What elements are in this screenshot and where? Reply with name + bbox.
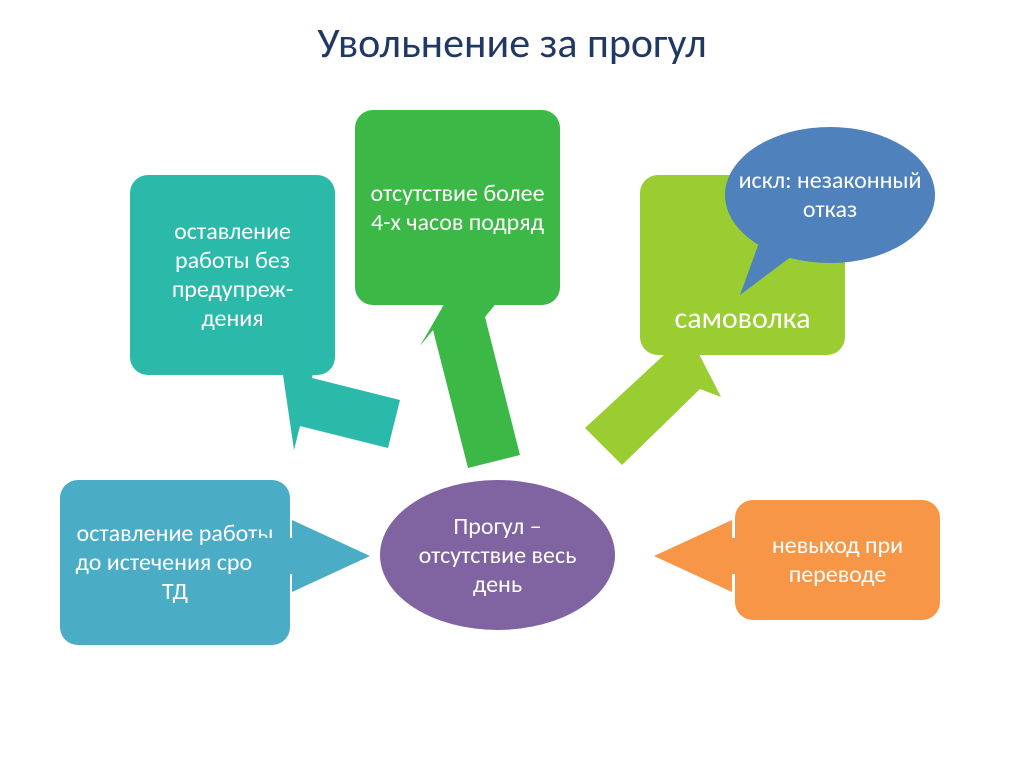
speech-layer bbox=[0, 0, 1024, 767]
speech-label: искл: незаконный отказ bbox=[725, 166, 935, 224]
speech-exception: искл: незаконный отказ bbox=[725, 127, 935, 263]
